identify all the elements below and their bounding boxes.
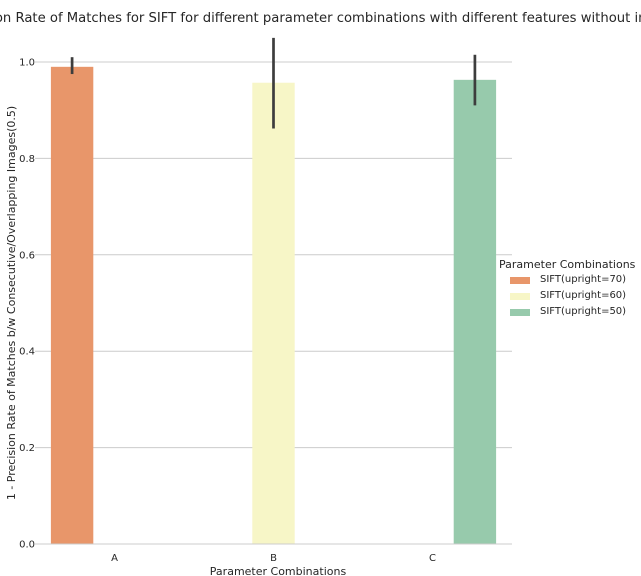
legend-title: Parameter Combinations	[499, 258, 636, 271]
bar	[252, 82, 295, 544]
legend-item: SIFT(upright=50)	[499, 304, 641, 320]
legend-label: SIFT(upright=50)	[540, 306, 627, 317]
legend-item: SIFT(upright=70)	[499, 272, 641, 288]
legend-label: SIFT(upright=60)	[540, 290, 627, 301]
y-tick-label: 0.8	[19, 154, 35, 165]
y-tick-label: 0.0	[19, 540, 35, 551]
x-tick-label: B	[270, 553, 277, 564]
error-bars	[70, 37, 477, 129]
y-tick-label: 0.4	[19, 347, 35, 358]
x-axis-label: Parameter Combinations	[210, 565, 347, 576]
y-tick-label: 1.0	[19, 58, 35, 69]
x-tick-labels: A B C	[111, 553, 436, 564]
legend-label: SIFT(upright=70)	[540, 274, 627, 285]
bars	[50, 66, 497, 545]
legend-items: SIFT(upright=70) SIFT(upright=60) SIFT(upr…	[499, 272, 641, 320]
bar	[50, 66, 94, 544]
x-tick-label: C	[429, 553, 436, 564]
legend-swatch	[510, 308, 530, 316]
x-tick-label: A	[111, 553, 118, 564]
bar	[453, 79, 497, 545]
legend-swatch	[510, 276, 530, 284]
y-tick-labels: 0.0 0.2 0.4 0.6 0.8 1.0	[19, 58, 35, 551]
y-tick-label: 0.6	[19, 250, 35, 261]
legend-item: SIFT(upright=60)	[499, 288, 641, 304]
chart-title: ision Rate of Matches for SIFT for diffe…	[0, 11, 641, 26]
y-tick-label: 0.2	[19, 443, 35, 454]
legend: Parameter Combinations SIFT(upright=70) S…	[499, 258, 641, 320]
y-axis-label: 1 - Precision Rate of Matches b/w Consec…	[5, 106, 18, 500]
legend-swatch	[510, 292, 530, 300]
